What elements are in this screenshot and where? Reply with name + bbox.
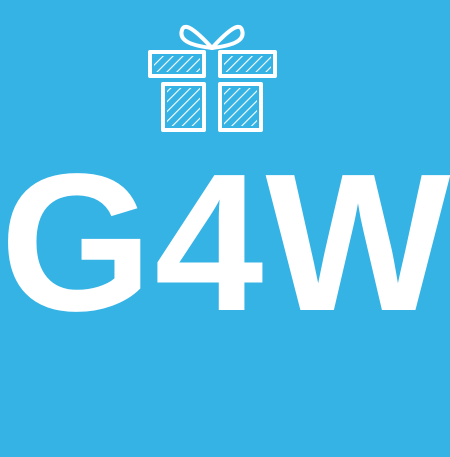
gift-box-icon [148,24,277,132]
logo-wordmark: G4W [0,133,450,352]
